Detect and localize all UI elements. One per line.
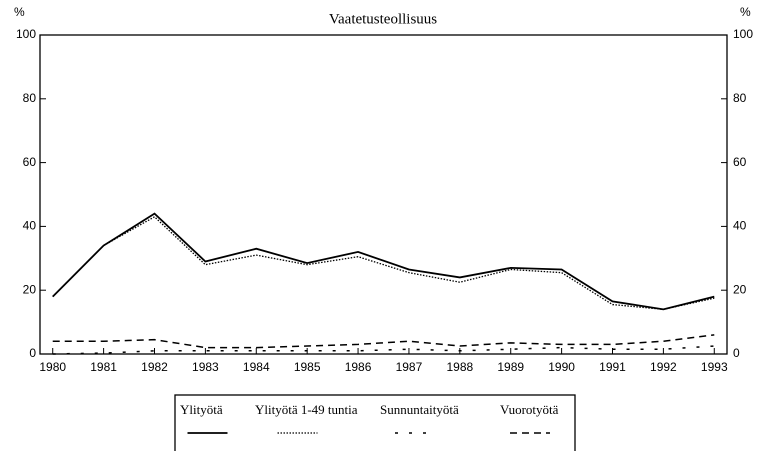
x-tick-label: 1985 [294, 360, 321, 374]
legend-label: Sunnuntaityötä [380, 402, 459, 417]
x-tick-label: 1990 [548, 360, 575, 374]
x-tick-label: 1983 [192, 360, 219, 374]
legend-label: Vuorotyötä [500, 402, 559, 417]
y2-tick-label: 60 [733, 155, 747, 169]
legend-label: Ylityötä 1-49 tuntia [255, 402, 358, 417]
y2-tick-label: 20 [733, 282, 747, 296]
y-tick-label: 80 [23, 91, 37, 105]
y2-tick-label: 100 [733, 27, 753, 41]
series-line [52, 345, 715, 355]
series-line [52, 212, 715, 311]
x-tick-label: 1981 [90, 360, 117, 374]
series-line [52, 334, 715, 349]
y-tick-label: 0 [29, 346, 36, 360]
y-tick-label: 40 [23, 219, 37, 233]
y2-tick-label: 80 [733, 91, 747, 105]
y2-tick-label: 0 [733, 346, 740, 360]
y-axis-label: % [14, 5, 25, 19]
x-tick-label: 1991 [599, 360, 626, 374]
y-tick-label: 20 [23, 282, 37, 296]
x-tick-label: 1987 [396, 360, 423, 374]
x-tick-label: 1986 [345, 360, 372, 374]
x-tick-label: 1988 [446, 360, 473, 374]
x-tick-label: 1980 [39, 360, 66, 374]
y2-tick-label: 40 [733, 219, 747, 233]
y-tick-label: 100 [16, 27, 36, 41]
x-tick-label: 1992 [650, 360, 677, 374]
x-tick-label: 1993 [701, 360, 728, 374]
y2-axis-label: % [740, 5, 751, 19]
x-tick-label: 1982 [141, 360, 168, 374]
y-tick-label: 60 [23, 155, 37, 169]
legend-label: Ylityötä [180, 402, 223, 417]
legend-box [174, 394, 576, 451]
x-tick-label: 1984 [243, 360, 270, 374]
chart-title: Vaatetusteollisuus [329, 11, 437, 27]
plot-frame [39, 34, 728, 355]
series-line [52, 216, 715, 310]
x-tick-label: 1989 [497, 360, 524, 374]
